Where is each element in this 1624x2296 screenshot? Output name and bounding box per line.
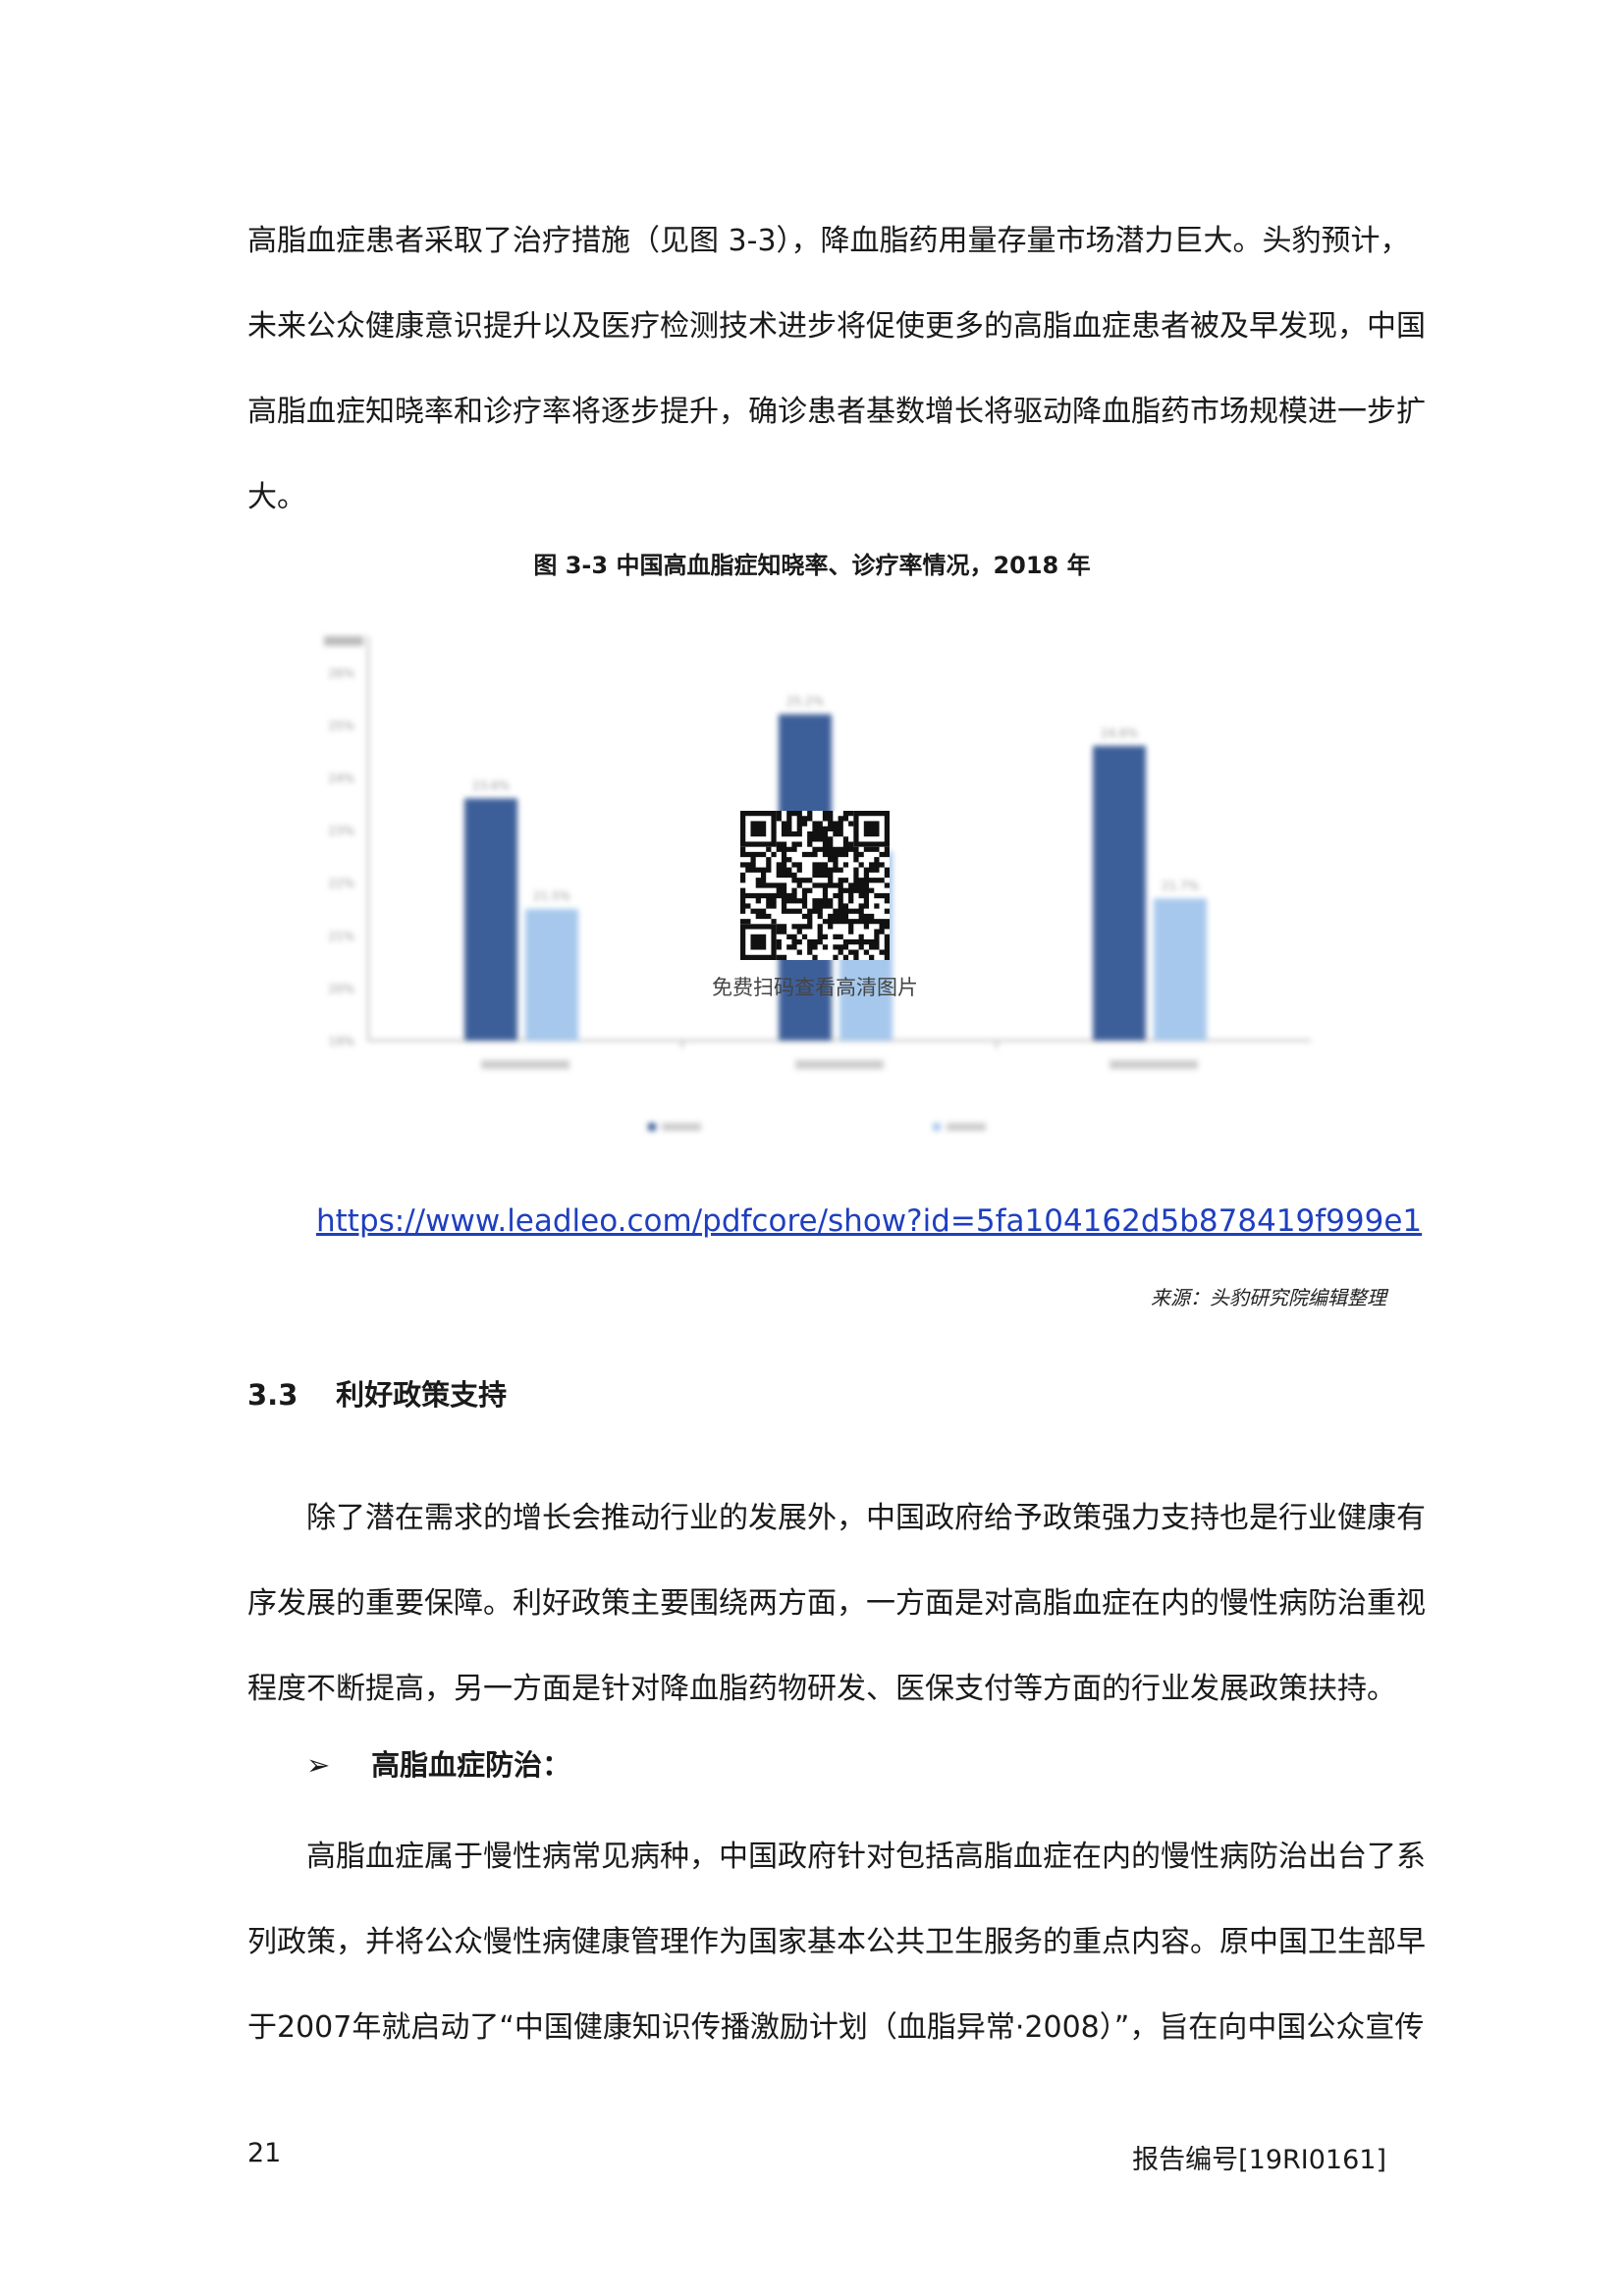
legend-swatch <box>933 1123 941 1131</box>
legend-swatch <box>648 1123 656 1131</box>
bar-treatment <box>1154 898 1207 1041</box>
y-tick-label: 25% <box>328 719 354 732</box>
x-category-label-blur <box>481 1060 569 1069</box>
y-tick-label: 21% <box>328 930 354 943</box>
text-line: 高脂血症属于慢性病常见病种，中国政府针对包括高脂血症在内的慢性病防治出台了系 <box>306 1840 1426 1874</box>
qr-finder-pattern <box>750 934 767 950</box>
paragraph-2: 除了潜在需求的增长会推动行业的发展外，中国政府给予政策强力支持也是行业健康有 序… <box>247 1475 1426 1732</box>
text-line: 列政策，并将公众慢性病健康管理作为国家基本公共卫生服务的重点内容。原中国卫生部早 <box>247 1925 1426 1959</box>
text-line: 未来公众健康意识提升以及医疗检测技术进步将促使更多的高脂血症患者被及早发现，中国 <box>247 309 1426 344</box>
text-line: 于2007年就启动了“中国健康知识传播激励计划（血脂异常·2008）”，旨在向中… <box>247 2010 1425 2045</box>
text-line: 高脂血症知晓率和诊疗率将逐步提升，确诊患者基数增长将驱动降血脂药市场规模进一步扩 <box>247 395 1426 429</box>
report-number: 报告编号[19RI0161] <box>1132 2145 1386 2175</box>
qr-code[interactable] <box>740 811 890 960</box>
text-line: 序发展的重要保障。利好政策主要围绕两方面，一方面是对高脂血症在内的慢性病防治重视 <box>247 1586 1426 1621</box>
section-number: 3.3 <box>247 1378 298 1412</box>
data-label: 21.5% <box>533 889 570 903</box>
x-category-label-blur <box>1110 1060 1198 1069</box>
page-number: 21 <box>247 2138 282 2168</box>
legend-label-blur <box>947 1123 986 1131</box>
data-label: 25.2% <box>786 695 824 709</box>
bullet-heading-text: 高脂血症防治： <box>371 1748 571 1782</box>
qr-caption: 免费扫码查看高清图片 <box>712 976 918 999</box>
qr-code-image <box>740 811 890 960</box>
section-title: 利好政策支持 <box>336 1378 508 1412</box>
legend-label-blur <box>662 1123 701 1131</box>
text-line: 高脂血症患者采取了治疗措施（见图 3-3），降血脂药用量存量市场潜力巨大。头豹预… <box>247 224 1410 258</box>
y-tick-label: 20% <box>328 982 354 995</box>
data-label: 23.6% <box>472 778 510 792</box>
qr-finder-pattern <box>863 821 880 837</box>
report-link[interactable]: https://www.leadleo.com/pdfcore/show?id=… <box>316 1203 1423 1239</box>
x-category-label-blur <box>795 1060 884 1069</box>
qr-finder-pattern <box>750 821 767 837</box>
data-label: 24.6% <box>1101 726 1138 740</box>
y-axis-unit-mark <box>324 636 363 646</box>
bar-treatment <box>525 909 578 1041</box>
paragraph-3: 高脂血症属于慢性病常见病种，中国政府针对包括高脂血症在内的慢性病防治出台了系 列… <box>247 1814 1426 2070</box>
y-tick-label: 19% <box>328 1035 354 1048</box>
y-tick-label: 26% <box>328 667 354 680</box>
bar-awareness <box>464 798 517 1041</box>
text-line: 除了潜在需求的增长会推动行业的发展外，中国政府给予政策强力支持也是行业健康有 <box>306 1501 1426 1535</box>
figure-title: 图 3-3 中国高血脂症知晓率、诊疗率情况，2018 年 <box>533 552 1091 579</box>
text-line: 大。 <box>247 480 306 514</box>
y-tick-label: 24% <box>328 772 354 785</box>
paragraph-1: 高脂血症患者采取了治疗措施（见图 3-3），降血脂药用量存量市场潜力巨大。头豹预… <box>247 198 1426 540</box>
y-tick-label: 23% <box>328 825 354 838</box>
data-label: 21.7% <box>1162 879 1199 892</box>
section-heading: 3.3 利好政策支持 <box>247 1372 507 1414</box>
y-tick-label: 22% <box>328 877 354 890</box>
bar-awareness <box>1093 745 1146 1041</box>
arrow-bullet-icon: ➢ <box>306 1748 331 1782</box>
text-line: 程度不断提高，另一方面是针对降血脂药物研发、医保支付等方面的行业发展政策扶持。 <box>247 1672 1396 1706</box>
figure-source: 来源：头豹研究院编辑整理 <box>1151 1286 1386 1309</box>
bullet-heading: ➢ 高脂血症防治： <box>306 1742 570 1784</box>
qr-modules <box>740 811 890 960</box>
